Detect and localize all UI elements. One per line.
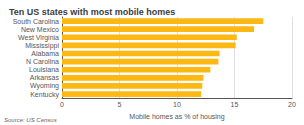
svg-text:5: 5 bbox=[118, 101, 122, 108]
svg-text:New Mexico: New Mexico bbox=[21, 26, 59, 33]
svg-text:Wyoming: Wyoming bbox=[30, 82, 59, 90]
svg-text:Ten US states with most mobile: Ten US states with most mobile homes bbox=[9, 7, 175, 17]
svg-text:Mobile homes as % of housing: Mobile homes as % of housing bbox=[129, 113, 224, 121]
svg-text:Louisiana: Louisiana bbox=[29, 66, 59, 73]
svg-text:0: 0 bbox=[60, 101, 64, 108]
svg-text:Source: US Census: Source: US Census bbox=[4, 117, 57, 123]
svg-text:15: 15 bbox=[231, 101, 239, 108]
svg-text:20: 20 bbox=[288, 101, 296, 108]
svg-text:Kentucky: Kentucky bbox=[30, 91, 59, 99]
svg-text:South Carolina: South Carolina bbox=[13, 18, 59, 25]
svg-text:Arkansas: Arkansas bbox=[30, 74, 60, 81]
svg-text:Alabama: Alabama bbox=[31, 50, 59, 57]
svg-text:Mississippi: Mississippi bbox=[25, 42, 59, 50]
svg-text:10: 10 bbox=[173, 101, 181, 108]
svg-text:West Virginia: West Virginia bbox=[18, 34, 59, 42]
svg-text:N Carolina: N Carolina bbox=[26, 58, 59, 65]
